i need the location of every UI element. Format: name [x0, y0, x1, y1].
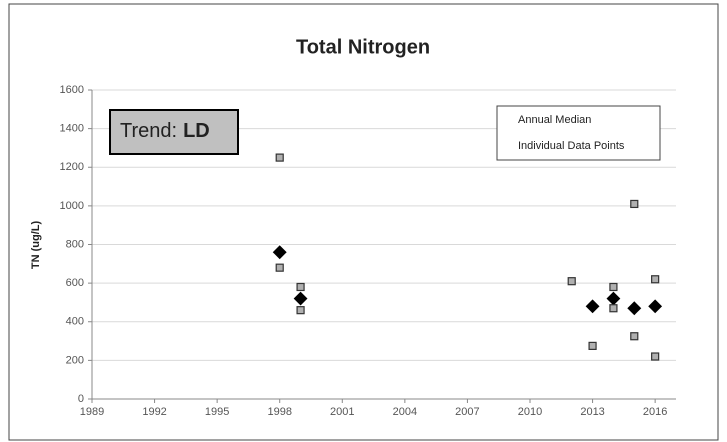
- x-tick-label: 1989: [80, 406, 104, 418]
- x-tick-label: 2004: [393, 406, 417, 418]
- x-tick-label: 2007: [455, 406, 479, 418]
- median-marker: [625, 299, 644, 318]
- data-point: [630, 332, 639, 341]
- chart-frame: [8, 3, 719, 441]
- median-marker: [583, 297, 602, 316]
- y-tick-label: 400: [66, 316, 84, 328]
- x-tick-label: 1992: [142, 406, 166, 418]
- legend-box: [496, 105, 661, 161]
- x-tick-label: 2001: [330, 406, 354, 418]
- data-point: [296, 282, 305, 292]
- x-tick-label: 2010: [518, 406, 542, 418]
- x-tick-label: 1995: [205, 406, 229, 418]
- y-tick-label: 1200: [60, 161, 84, 173]
- chart-title: Total Nitrogen: [296, 36, 430, 58]
- legend-label: Individual Data Points: [518, 140, 625, 152]
- y-tick-label: 800: [66, 238, 84, 250]
- data-point: [275, 263, 284, 272]
- y-tick-label: 600: [66, 277, 84, 289]
- trend-annotation: Trend: LD: [120, 120, 210, 142]
- data-point: [609, 282, 618, 292]
- y-tick-label: 1400: [60, 123, 84, 135]
- median-marker: [646, 297, 665, 316]
- y-tick-label: 1000: [60, 200, 84, 212]
- data-point: [630, 199, 639, 209]
- x-tick-label: 1998: [267, 406, 291, 418]
- y-tick-label: 0: [78, 393, 84, 405]
- data-point: [567, 277, 576, 286]
- legend-label: Annual Median: [518, 114, 591, 126]
- trend-value: LD: [183, 120, 210, 142]
- data-point: [588, 341, 597, 350]
- x-tick-label: 2016: [643, 406, 667, 418]
- data-point: [609, 304, 618, 313]
- data-point: [651, 275, 660, 284]
- y-axis-label: TN (ug/L): [30, 221, 42, 270]
- trend-label: Trend:: [120, 120, 177, 142]
- y-tick-label: 200: [66, 354, 84, 366]
- trend-box: [109, 109, 239, 155]
- median-marker: [270, 243, 289, 262]
- data-point: [296, 306, 305, 315]
- y-tick-label: 1600: [60, 84, 84, 96]
- x-tick-label: 2013: [580, 406, 604, 418]
- data-point: [651, 352, 660, 361]
- data-point: [275, 153, 284, 162]
